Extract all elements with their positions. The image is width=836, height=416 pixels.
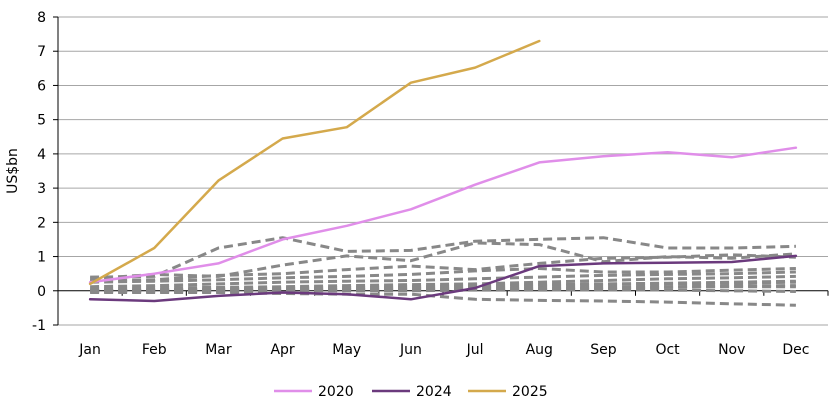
x-tick-label: Mar: [205, 342, 232, 358]
axes: -1 0 1 2 3 4 5 6 7 8 Jan Feb Mar Apr May Jun Jul Aug Sep Oc…: [32, 10, 829, 358]
x-tick-label: Jul: [466, 342, 484, 358]
series-line-2025: [88, 39, 541, 286]
background-series: [89, 236, 797, 307]
legend: 2020 2024 2025: [274, 384, 548, 400]
series-line-2024: [88, 254, 798, 303]
background-series-line: [90, 279, 796, 293]
background-series-line: [90, 274, 796, 291]
y-tick-label: 7: [37, 44, 46, 60]
x-tick-label: Jan: [78, 342, 101, 358]
gridlines: [58, 16, 828, 326]
y-tick-label: 5: [37, 113, 46, 129]
background-series-line: [90, 270, 796, 289]
legend-label-2025: 2025: [512, 384, 548, 400]
x-tick-label: Apr: [270, 342, 294, 358]
background-series-line: [90, 253, 796, 282]
y-tick-label: 4: [37, 147, 46, 163]
legend-label-2020: 2020: [318, 384, 354, 400]
y-tick-label: -1: [32, 318, 46, 334]
x-tick-label: Sep: [590, 342, 617, 358]
y-tick-label: 6: [37, 78, 46, 94]
background-series-line: [90, 267, 796, 284]
y-tick-label: 8: [37, 10, 46, 26]
y-tick-label: 1: [37, 250, 46, 266]
legend-label-2024: 2024: [416, 384, 452, 400]
x-tick-label: May: [332, 342, 361, 358]
x-tick-label: Dec: [782, 342, 809, 358]
x-tick-label: Feb: [142, 342, 167, 358]
y-tick-label: 0: [37, 284, 46, 300]
series-line-2020: [88, 146, 798, 284]
x-tick-label: Nov: [718, 342, 745, 358]
x-tick-label: Oct: [655, 342, 680, 358]
highlight-series: [88, 39, 798, 303]
x-tick-label: Jun: [399, 342, 422, 358]
x-tick-label: Aug: [526, 342, 553, 358]
y-tick-label: 3: [37, 181, 46, 197]
y-axis-title: US$bn: [5, 148, 21, 194]
y-tick-label: 2: [37, 215, 46, 231]
background-series-line: [90, 291, 796, 307]
